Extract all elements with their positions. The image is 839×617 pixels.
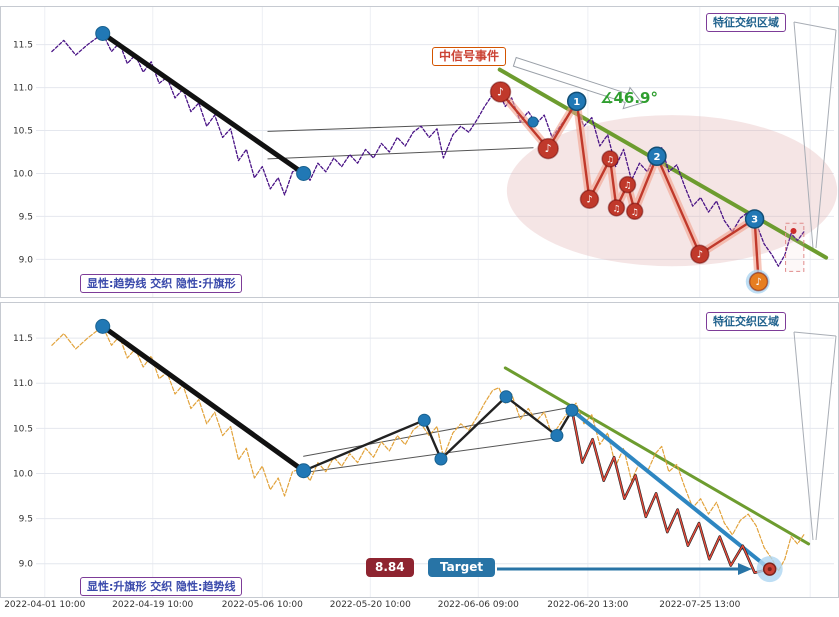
x-axis: 2022-04-01 10:00 2022-04-19 10:00 2022-05-… (0, 600, 839, 616)
svg-text:10.0: 10.0 (13, 169, 33, 179)
top-chart-panel: 11.5 11.0 10.5 10.0 9.5 9.0 ♪ ♪ ♪ ♫ ♫ ♫ ♫ ♪ ♪ 1 2 3 特征交织区… (0, 6, 839, 298)
svg-text:9.0: 9.0 (19, 560, 34, 570)
x-axis-tick: 2022-06-06 09:00 (437, 600, 519, 610)
svg-text:♪: ♪ (755, 277, 761, 288)
svg-text:11.5: 11.5 (13, 41, 33, 51)
svg-text:♫: ♫ (612, 204, 620, 214)
top-chart-canvas: 11.5 11.0 10.5 10.0 9.5 9.0 ♪ ♪ ♪ ♫ ♫ ♫ ♫ ♪ ♪ 1 2 3 (0, 6, 839, 298)
svg-text:1: 1 (573, 97, 580, 108)
svg-text:2: 2 (653, 152, 660, 163)
x-axis-tick: 2022-05-06 10:00 (221, 600, 303, 610)
svg-text:♪: ♪ (545, 142, 552, 155)
svg-text:10.0: 10.0 (13, 469, 33, 479)
svg-text:♫: ♫ (606, 155, 614, 165)
svg-text:♪: ♪ (697, 250, 703, 261)
target-badge: Target (428, 558, 496, 577)
svg-text:♫: ♫ (624, 181, 632, 191)
bottom-chart-panel: 11.5 11.0 10.5 10.0 9.5 9.0 特征交织区域 8.84 Targe… (0, 302, 839, 598)
x-axis-tick: 2022-06-20 13:00 (547, 600, 629, 610)
svg-text:3: 3 (751, 214, 758, 225)
x-axis-tick: 2022-05-20 10:00 (329, 600, 411, 610)
svg-text:♪: ♪ (586, 195, 592, 206)
target-price-badge: 8.84 (366, 558, 414, 577)
x-axis-tick: 2022-04-01 10:00 (4, 600, 86, 610)
bottom-chart-canvas: 11.5 11.0 10.5 10.0 9.5 9.0 (0, 302, 839, 598)
angle-annotation: ∡46.9° (600, 89, 658, 107)
x-axis-tick: 2022-04-19 10:00 (112, 600, 194, 610)
x-axis-tick: 2022-07-25 13:00 (659, 600, 741, 610)
svg-text:10.5: 10.5 (13, 424, 33, 434)
pattern-summary-label: 显性:趋势线 交织 隐性:升旗形 (80, 274, 243, 293)
pattern-summary-label: 显性:升旗形 交织 隐性:趋势线 (80, 577, 243, 596)
svg-text:10.5: 10.5 (13, 127, 33, 137)
svg-text:♫: ♫ (631, 208, 639, 218)
svg-text:11.0: 11.0 (13, 379, 33, 389)
signal-event-label: 中信号事件 (432, 47, 507, 66)
svg-text:11.0: 11.0 (13, 84, 33, 94)
feature-zone-label: 特征交织区域 (706, 13, 786, 32)
svg-text:11.5: 11.5 (13, 334, 33, 344)
svg-text:♪: ♪ (497, 85, 504, 98)
feature-zone-label: 特征交织区域 (706, 312, 786, 331)
svg-text:9.0: 9.0 (19, 255, 34, 265)
svg-text:9.5: 9.5 (19, 212, 33, 222)
svg-text:9.5: 9.5 (19, 515, 33, 525)
